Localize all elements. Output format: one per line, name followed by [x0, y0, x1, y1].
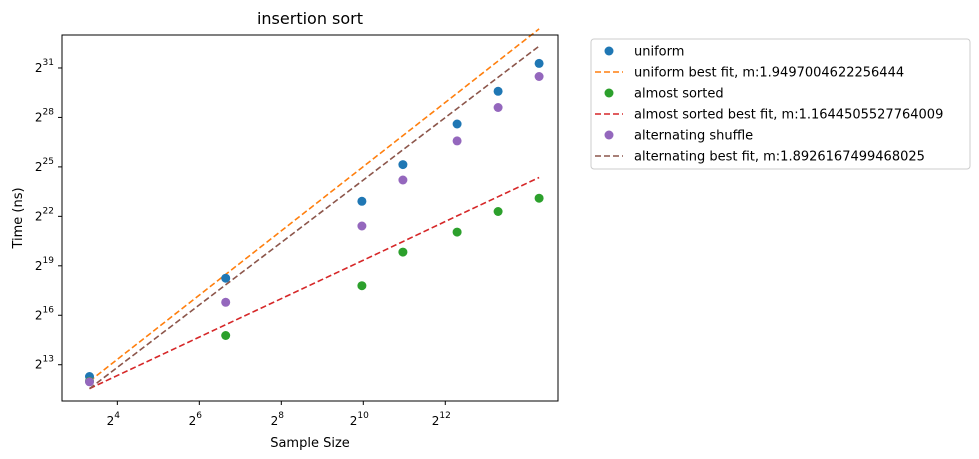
legend-label: almost sorted [634, 87, 724, 102]
x-tick-label: 212 [432, 411, 451, 428]
point-series-2 [534, 193, 544, 203]
x-axis-label: Sample Size [270, 436, 350, 451]
x-axis-ticks: 24 26 28 210 212 [107, 401, 451, 428]
point-series-2 [493, 207, 503, 216]
point-series-4 [85, 377, 94, 387]
y-tick-label: 222 [35, 206, 54, 223]
point-series-2 [398, 247, 408, 257]
y-tick-label: 231 [35, 58, 54, 75]
fit-line-series-3 [89, 176, 540, 390]
point-series-2 [221, 331, 231, 340]
point-series-2 [452, 227, 462, 237]
legend-frame [590, 38, 971, 170]
point-series-4 [398, 175, 408, 185]
y-tick-label: 213 [35, 355, 54, 372]
y-axis-ticks: 213 216 219 222 225 228 231 [35, 58, 62, 372]
plot-frame [61, 34, 559, 402]
y-tick-label: 228 [35, 107, 54, 124]
legend-items: uniform uniform best fit, m:1.94970046222… [595, 45, 943, 165]
point-series-4 [221, 297, 231, 307]
x-tick-label: 210 [350, 411, 369, 428]
title: insertion sort [257, 9, 363, 28]
point-series-0 [493, 86, 503, 96]
point-series-4 [493, 103, 503, 112]
legend-label: alternating best fit, m:1.89261674994680… [634, 150, 925, 165]
point-series-0 [534, 58, 544, 68]
data-points [85, 58, 544, 387]
point-series-4 [357, 221, 367, 231]
y-tick-label: 225 [35, 157, 54, 174]
x-tick-label: 24 [107, 411, 121, 428]
legend-label: alternating shuffle [634, 129, 753, 144]
fit-line-series-1 [89, 28, 540, 382]
legend-marker [604, 130, 614, 140]
x-tick-label: 28 [271, 411, 285, 428]
legend-marker [604, 46, 614, 56]
point-series-4 [452, 136, 462, 146]
x-tick-label: 26 [189, 411, 203, 428]
point-series-0 [221, 273, 231, 283]
point-series-0 [452, 119, 462, 129]
y-tick-label: 219 [35, 256, 54, 273]
legend-marker [604, 88, 614, 98]
point-series-2 [357, 281, 367, 291]
legend-label: uniform best fit, m:1.9497004622256444 [634, 66, 904, 81]
legend-label: almost sorted best fit, m:1.164450552776… [634, 108, 943, 123]
point-series-0 [357, 196, 367, 206]
plot-area [61, 28, 559, 402]
fit-lines [89, 28, 540, 390]
point-series-4 [534, 72, 544, 81]
legend-label: uniform [634, 45, 684, 60]
y-axis-label: Time (ns) [11, 187, 26, 249]
legend: uniform uniform best fit, m:1.94970046222… [590, 38, 971, 170]
y-tick-label: 216 [35, 305, 54, 322]
chart-title: insertion sort [257, 9, 363, 28]
fit-line-series-5 [89, 45, 540, 390]
point-series-0 [398, 160, 408, 170]
